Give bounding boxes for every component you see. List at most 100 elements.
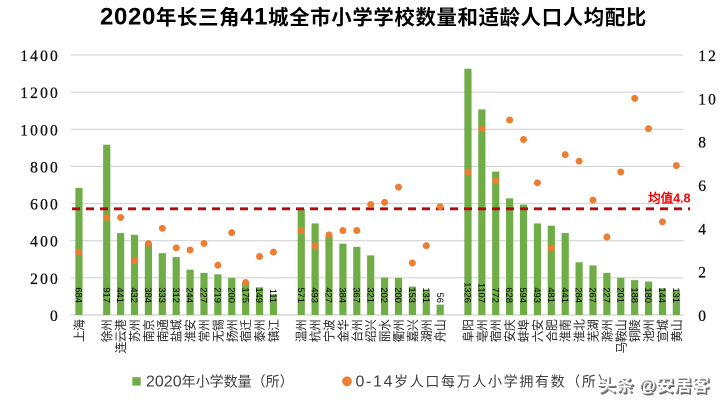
svg-text:12: 12 <box>698 48 718 65</box>
svg-text:嘉兴: 嘉兴 <box>404 319 421 342</box>
svg-text:衢州: 衢州 <box>390 320 407 342</box>
svg-text:367: 367 <box>351 287 362 303</box>
svg-text:267: 267 <box>588 287 599 303</box>
svg-text:312: 312 <box>171 287 182 303</box>
svg-text:201: 201 <box>615 287 626 303</box>
svg-text:10: 10 <box>698 91 718 108</box>
svg-text:池州: 池州 <box>640 320 657 342</box>
svg-text:481: 481 <box>546 287 557 303</box>
svg-text:滁州: 滁州 <box>598 320 615 342</box>
svg-text:8: 8 <box>698 135 708 152</box>
svg-text:杭州: 杭州 <box>307 320 324 342</box>
svg-text:苏州: 苏州 <box>126 320 143 342</box>
svg-text:南京: 南京 <box>140 319 157 342</box>
svg-text:56: 56 <box>435 293 446 303</box>
svg-text:441: 441 <box>560 287 571 303</box>
svg-text:连云港: 连云港 <box>112 319 129 353</box>
svg-text:321: 321 <box>365 287 376 303</box>
svg-text:湖州: 湖州 <box>418 320 435 342</box>
svg-text:2020年长三角41城全市小学学校数量和适龄人口人均配比: 2020年长三角41城全市小学学校数量和适龄人口人均配比 <box>100 3 647 30</box>
svg-text:泰州: 泰州 <box>251 320 268 342</box>
svg-text:333: 333 <box>157 287 168 303</box>
svg-text:4: 4 <box>698 221 708 238</box>
svg-text:384: 384 <box>338 287 349 303</box>
svg-text:400: 400 <box>30 234 60 251</box>
svg-text:淮南: 淮南 <box>557 319 574 342</box>
svg-text:153: 153 <box>407 287 418 303</box>
svg-text:绍兴: 绍兴 <box>362 319 379 342</box>
svg-text:马鞍山: 马鞍山 <box>612 320 629 354</box>
svg-text:384: 384 <box>143 287 154 303</box>
svg-text:441: 441 <box>115 287 126 303</box>
svg-text:144: 144 <box>657 287 668 303</box>
svg-text:铜陵: 铜陵 <box>626 319 643 342</box>
svg-text:安庆: 安庆 <box>501 319 518 342</box>
svg-text:芜湖: 芜湖 <box>584 320 601 342</box>
svg-text:0-14岁人口每万人小学拥有数（所）: 0-14岁人口每万人小学拥有数（所） <box>356 373 614 390</box>
svg-text:镇江: 镇江 <box>265 319 282 342</box>
svg-text:扬州: 扬州 <box>223 320 240 342</box>
svg-text:头条 @安居客: 头条 @安居客 <box>600 377 712 397</box>
svg-text:黄山: 黄山 <box>668 320 685 342</box>
svg-text:0: 0 <box>50 308 60 325</box>
svg-text:1000: 1000 <box>20 122 60 139</box>
svg-text:188: 188 <box>629 287 640 303</box>
svg-text:1200: 1200 <box>20 85 60 102</box>
svg-text:常州: 常州 <box>195 320 212 342</box>
svg-text:180: 180 <box>643 287 654 303</box>
svg-text:432: 432 <box>129 287 140 303</box>
svg-text:亳州: 亳州 <box>473 320 490 342</box>
svg-text:盐城: 盐城 <box>168 319 185 342</box>
svg-text:宿迁: 宿迁 <box>237 319 254 342</box>
svg-text:800: 800 <box>30 159 60 176</box>
svg-text:571: 571 <box>296 287 307 303</box>
svg-text:0: 0 <box>698 308 708 325</box>
svg-text:无锡: 无锡 <box>209 319 226 342</box>
svg-text:合肥: 合肥 <box>543 319 560 342</box>
svg-text:上海: 上海 <box>70 319 87 342</box>
svg-text:宿州: 宿州 <box>487 320 504 342</box>
svg-text:1400: 1400 <box>20 48 60 65</box>
svg-text:1326: 1326 <box>463 282 474 303</box>
svg-text:淮北: 淮北 <box>571 319 588 342</box>
svg-text:头条 @安居客: 头条 @安居客 <box>599 376 711 396</box>
svg-text:200: 200 <box>30 271 60 288</box>
svg-text:131: 131 <box>671 287 682 303</box>
svg-text:六安: 六安 <box>529 319 546 342</box>
svg-text:227: 227 <box>601 287 612 303</box>
svg-text:宣城: 宣城 <box>654 319 671 342</box>
svg-text:131: 131 <box>421 287 432 303</box>
svg-text:594: 594 <box>518 287 529 303</box>
svg-text:6: 6 <box>698 178 708 195</box>
svg-text:淮安: 淮安 <box>182 319 199 342</box>
svg-text:阜阳: 阜阳 <box>459 320 476 342</box>
svg-text:台州: 台州 <box>348 320 365 342</box>
svg-text:600: 600 <box>30 197 60 214</box>
svg-text:1107: 1107 <box>476 283 487 303</box>
svg-text:202: 202 <box>379 287 390 303</box>
svg-text:149: 149 <box>254 287 265 303</box>
svg-text:772: 772 <box>490 287 501 303</box>
svg-text:均值4.8: 均值4.8 <box>648 191 690 206</box>
svg-text:244: 244 <box>185 287 196 303</box>
svg-text:2: 2 <box>698 265 708 282</box>
svg-text:头条 @安居客: 头条 @安居客 <box>598 375 710 395</box>
svg-text:宁波: 宁波 <box>321 319 338 342</box>
svg-text:628: 628 <box>504 287 515 303</box>
svg-text:227: 227 <box>199 287 210 303</box>
svg-text:175: 175 <box>240 287 251 303</box>
svg-text:2020年小学数量（所）: 2020年小学数量（所） <box>146 373 294 390</box>
svg-text:684: 684 <box>74 287 85 303</box>
svg-text:111: 111 <box>268 289 279 303</box>
svg-text:493: 493 <box>310 287 321 303</box>
svg-text:917: 917 <box>101 287 112 303</box>
svg-text:金华: 金华 <box>334 319 351 342</box>
svg-text:舟山: 舟山 <box>432 320 449 342</box>
svg-text:丽水: 丽水 <box>376 319 393 342</box>
svg-text:蚌埠: 蚌埠 <box>515 319 532 342</box>
svg-text:493: 493 <box>532 287 543 303</box>
svg-text:427: 427 <box>324 287 335 303</box>
svg-text:219: 219 <box>212 287 223 303</box>
svg-text:徐州: 徐州 <box>98 320 115 342</box>
svg-text:200: 200 <box>393 287 404 303</box>
